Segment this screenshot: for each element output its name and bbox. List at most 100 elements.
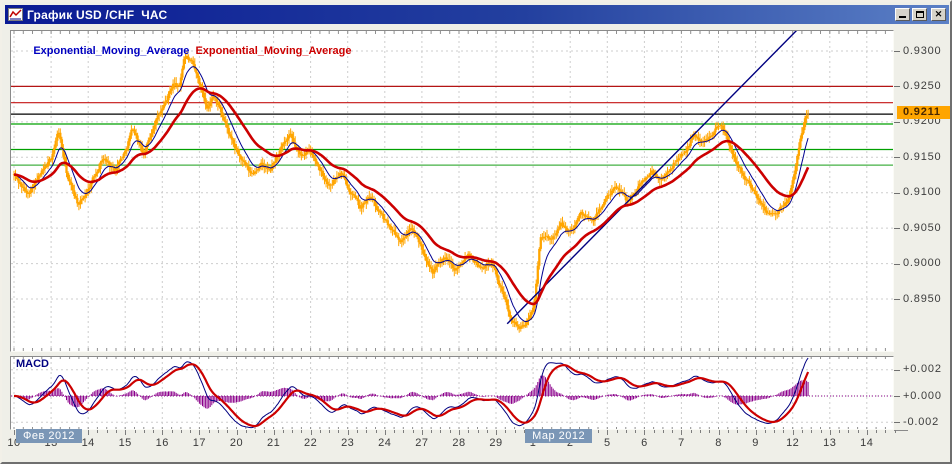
time-axis-label: 22 — [303, 437, 318, 449]
time-axis-label: 16 — [155, 437, 169, 449]
time-axis-label: 2 — [566, 437, 574, 449]
time-axis-minor-tick — [449, 430, 451, 433]
price-axis-tick — [894, 157, 900, 159]
time-axis-label: 28 — [452, 437, 466, 449]
time-axis-minor-tick — [764, 430, 766, 433]
candle-wicks — [13, 50, 809, 333]
macd-line[interactable] — [13, 357, 809, 429]
time-axis-minor-tick — [282, 430, 284, 433]
macd-panel[interactable]: MACD — [10, 356, 894, 430]
time-axis-minor-tick — [820, 430, 822, 433]
time-axis-minor-tick — [523, 430, 525, 433]
time-axis-minor-tick — [338, 430, 340, 433]
time-axis-minor-tick — [319, 430, 321, 433]
time-axis-minor-tick — [885, 430, 887, 433]
time-axis-label: 1 — [529, 437, 537, 449]
time-axis-minor-tick — [598, 430, 599, 433]
time-axis-label: 23 — [341, 437, 355, 449]
minor-time-ticks — [13, 31, 886, 351]
time-axis-day-tick — [829, 430, 831, 435]
time-axis-day-tick — [792, 430, 794, 435]
time-axis-minor-tick — [245, 430, 247, 433]
macd-plot[interactable] — [11, 357, 893, 429]
price-axis-tick — [894, 263, 900, 265]
time-axis-minor-tick — [171, 430, 173, 433]
time-axis-minor-tick — [635, 430, 637, 433]
time-axis-day-tick — [162, 430, 164, 435]
price-axis-label: 0.9000 — [903, 257, 942, 270]
title-bar[interactable]: График USD /CHF ЧАС ✕ — [5, 5, 949, 24]
time-axis-minor-tick — [690, 430, 692, 433]
time-axis-day-tick — [459, 430, 460, 435]
macd-vertical-gridlines — [13, 357, 868, 429]
time-axis-day-tick — [125, 430, 127, 435]
time-axis-label: 29 — [489, 437, 503, 449]
time-axis-minor-tick — [774, 430, 776, 433]
time-axis-minor-tick — [366, 430, 368, 433]
macd-signal-line[interactable] — [14, 363, 810, 428]
macd-axis-label: +0.002 — [903, 363, 942, 376]
minimize-icon — [899, 16, 906, 18]
time-axis-label: 14 — [81, 437, 95, 449]
time-axis-day-tick — [607, 430, 609, 435]
minimize-button[interactable] — [895, 8, 910, 21]
price-chart-plot[interactable] — [11, 31, 893, 351]
macd-histogram — [15, 375, 809, 409]
time-axis-day-tick — [681, 430, 683, 435]
ema-fast-line[interactable] — [13, 66, 809, 323]
close-button[interactable]: ✕ — [931, 8, 946, 21]
window-title: График USD /CHF ЧАС — [27, 7, 168, 22]
time-axis-label: 17 — [192, 437, 207, 449]
time-axis-minor-tick — [412, 430, 414, 433]
time-axis-minor-tick — [653, 430, 655, 433]
time-axis-minor-tick — [227, 430, 229, 433]
trendline[interactable] — [506, 31, 800, 325]
time-axis-label: 15 — [118, 437, 132, 449]
time-axis-minor-tick — [301, 430, 303, 433]
time-axis-minor-tick — [477, 430, 479, 433]
macd-axis-tick — [894, 396, 900, 397]
time-axis-label: 13 — [823, 437, 837, 449]
time-axis-minor-tick — [801, 430, 803, 433]
time-axis-minor-tick — [431, 430, 433, 433]
price-chart-panel[interactable]: Exponential_Moving_Average Exponential_Mo… — [10, 30, 894, 352]
price-axis: 0.9300 0.9250 0.9200 0.9150 0.9100 0.9050 0.90… — [894, 30, 950, 352]
price-axis-tick — [894, 228, 900, 230]
time-axis-minor-tick — [394, 430, 396, 433]
price-axis-tick — [894, 299, 900, 300]
time-axis-label: 8 — [715, 437, 722, 449]
close-icon: ✕ — [934, 9, 943, 19]
indicator-legend: Exponential_Moving_Average Exponential_Mo… — [15, 33, 352, 69]
price-axis-label: 0.9150 — [903, 150, 942, 163]
time-axis-day-tick — [421, 430, 423, 435]
time-axis-minor-tick — [217, 430, 219, 433]
time-axis-minor-tick — [264, 430, 266, 433]
time-axis-minor-tick — [783, 430, 785, 433]
maximize-button[interactable] — [912, 8, 927, 21]
time-axis-minor-tick — [811, 430, 813, 433]
time-axis-minor-tick — [625, 430, 627, 433]
time-axis-minor-tick — [486, 430, 488, 433]
price-axis-label: 0.9050 — [903, 221, 942, 234]
time-axis-minor-tick — [514, 430, 516, 433]
ema-slow-legend-label: Exponential_Moving_Average — [195, 45, 352, 57]
time-axis-day-tick — [384, 430, 386, 435]
time-axis-day-tick — [644, 430, 646, 435]
current-price-label: 0.9211 — [897, 105, 950, 119]
ema-slow-line[interactable] — [13, 87, 810, 306]
maximize-icon — [915, 11, 924, 18]
price-axis-label: 0.9300 — [903, 44, 942, 57]
time-axis-label: 12 — [786, 437, 800, 449]
time-axis-label: 7 — [678, 437, 685, 449]
time-axis-day-tick — [236, 430, 238, 435]
price-axis-tick — [894, 121, 900, 123]
time-axis: 10 13 14 15 16 17 20 21 22 23 24 27 28 29 1 2 5 6 7 8 9 12 13 1… — [2, 429, 950, 456]
month-marker: Мар 2012 — [525, 429, 593, 443]
time-axis-minor-tick — [375, 430, 377, 433]
macd-axis: +0.002 +0.000 -0.002 — [894, 356, 950, 430]
time-axis-minor-tick — [255, 430, 256, 433]
time-axis-minor-tick — [709, 430, 711, 433]
time-axis-minor-tick — [876, 430, 878, 433]
time-axis-day-tick — [755, 430, 757, 435]
